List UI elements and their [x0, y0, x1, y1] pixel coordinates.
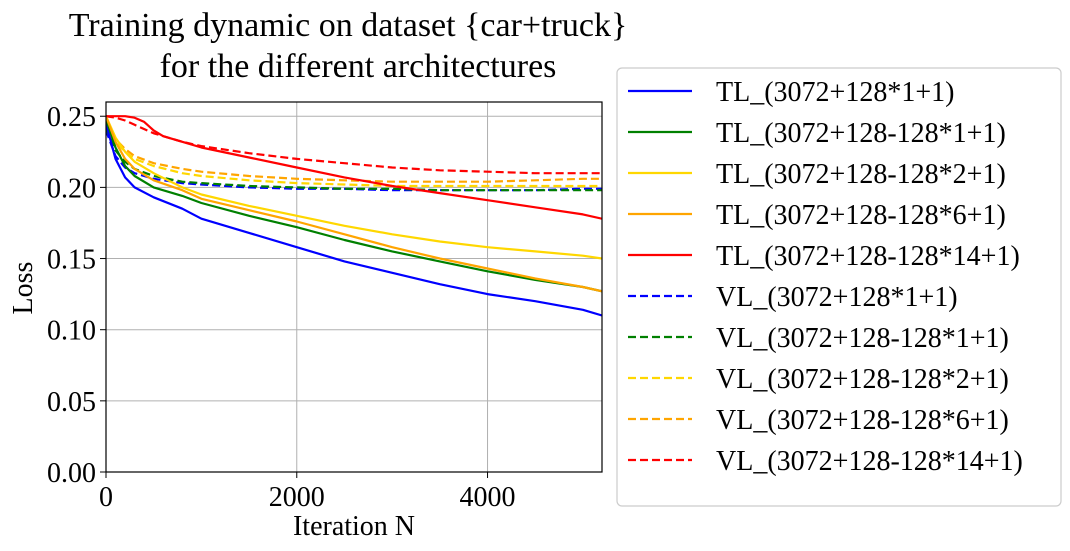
series-line-TL_(3072+128-128*6+1) — [106, 115, 602, 293]
y-tick-label: 0.00 — [47, 458, 96, 489]
series-line-VL_(3072+128-128*2+1) — [106, 122, 602, 188]
y-tick-label: 0.20 — [47, 173, 96, 204]
legend-entry-label: TL_(3072+128*1+1) — [716, 77, 954, 108]
legend-entry-label: TL_(3072+128-128*14+1) — [716, 241, 1020, 272]
series-line-VL_(3072+128*1+1) — [106, 130, 602, 192]
series-line-TL_(3072+128*1+1) — [106, 123, 602, 317]
tick-layer: 0 2000 4000 0.00 0.05 0.10 0.15 0.20 0.25 — [47, 102, 516, 513]
legend-entry-label: VL_(3072+128-128*2+1) — [716, 364, 1009, 395]
y-tick-label: 0.25 — [47, 102, 96, 133]
x-axis-label: Iteration N — [293, 511, 415, 542]
series-line-TL_(3072+128-128*14+1) — [106, 115, 602, 220]
legend-entry-label: VL_(3072+128-128*1+1) — [716, 323, 1009, 354]
chart-title-line-1: Training dynamic on dataset {car+truck} — [69, 7, 628, 44]
x-tick-label: 0 — [99, 482, 113, 513]
legend-entry-label: VL_(3072+128*1+1) — [716, 282, 958, 313]
legend-items: TL_(3072+128*1+1) TL_(3072+128-128*1+1) TL… — [628, 77, 1023, 477]
x-tick-label: 4000 — [460, 482, 516, 513]
legend-entry-label: VL_(3072+128-128*14+1) — [716, 446, 1023, 477]
legend-frame — [616, 67, 1062, 507]
legend-entry-label: TL_(3072+128-128*2+1) — [716, 159, 1006, 190]
chart-title-line-2: for the different architectures — [160, 48, 557, 85]
y-tick-label: 0.10 — [47, 316, 96, 347]
legend-entry-label: TL_(3072+128-128*6+1) — [716, 200, 1006, 231]
series-line-TL_(3072+128-128*2+1) — [106, 115, 602, 260]
plot-area-frame — [105, 101, 603, 473]
y-axis-label: Loss — [8, 262, 39, 315]
series-line-VL_(3072+128-128*6+1) — [106, 121, 602, 183]
legend: TL_(3072+128*1+1) TL_(3072+128-128*1+1) TL… — [616, 67, 1062, 507]
x-tick-label: 2000 — [269, 482, 325, 513]
legend-entry-label: VL_(3072+128-128*6+1) — [716, 405, 1009, 436]
y-tick-label: 0.15 — [47, 245, 96, 276]
legend-entry-label: TL_(3072+128-128*1+1) — [716, 118, 1006, 149]
y-tick-label: 0.05 — [47, 387, 96, 418]
series-line-VL_(3072+128-128*14+1) — [106, 115, 602, 175]
series-line-TL_(3072+128-128*1+1) — [106, 118, 602, 293]
grid-layer — [105, 102, 602, 473]
series-layer — [106, 115, 602, 317]
